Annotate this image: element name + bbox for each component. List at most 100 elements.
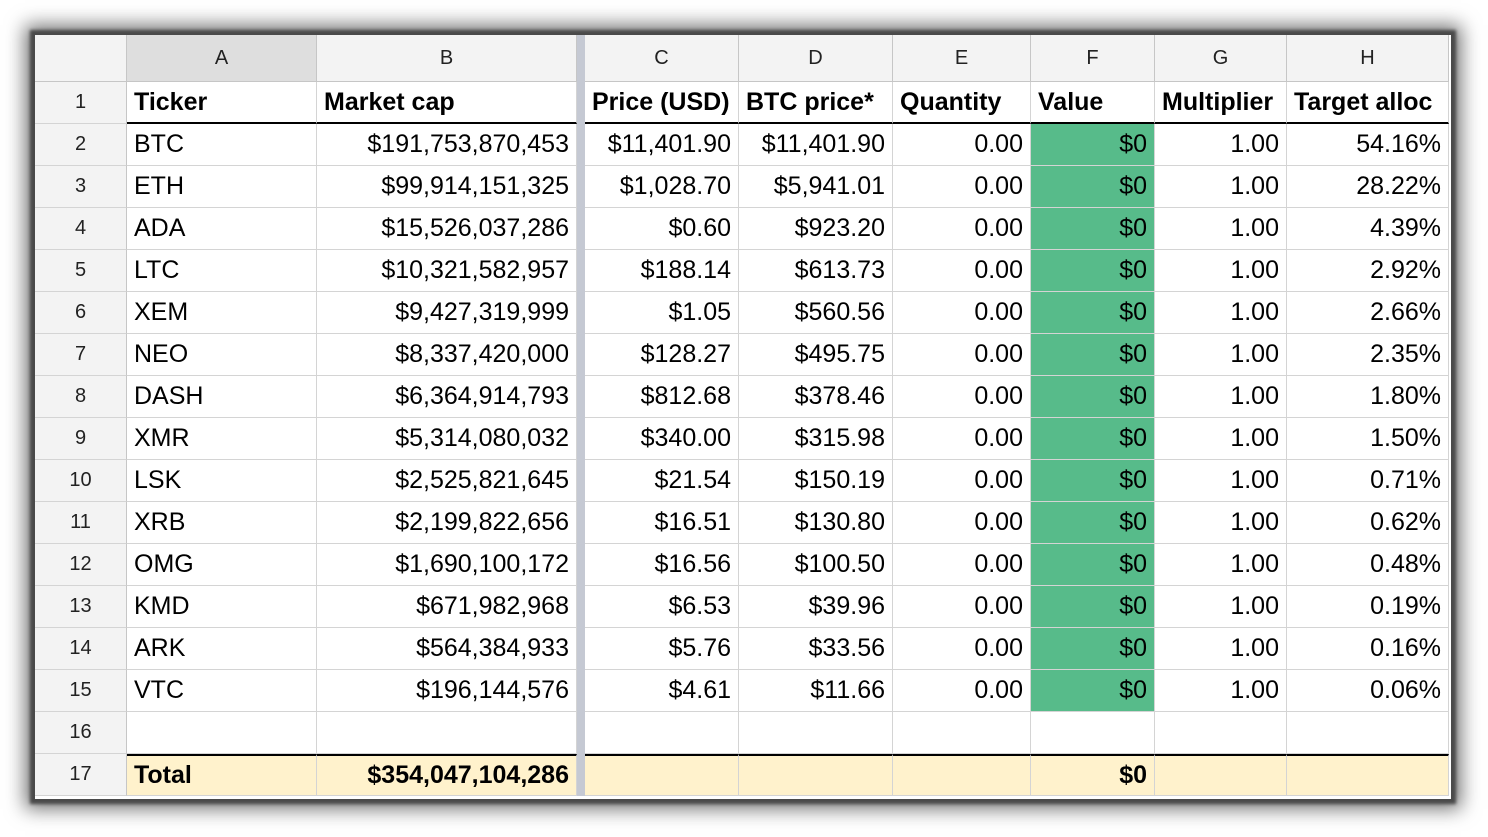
row-header-6[interactable]: 6 [35, 292, 127, 334]
table-cell[interactable]: 0.06% [1287, 670, 1449, 712]
table-cell[interactable]: 2.92% [1287, 250, 1449, 292]
table-cell[interactable]: $188.14 [585, 250, 739, 292]
table-cell[interactable]: $150.19 [739, 460, 893, 502]
table-cell[interactable]: $100.50 [739, 544, 893, 586]
table-cell[interactable]: 1.00 [1155, 376, 1287, 418]
header-cell[interactable]: Price (USD) [585, 82, 739, 124]
total-cell[interactable]: Total [127, 754, 317, 796]
table-cell[interactable]: $0 [1031, 376, 1155, 418]
table-cell[interactable]: $128.27 [585, 334, 739, 376]
column-header-b[interactable]: B [317, 35, 577, 82]
table-cell[interactable]: 0.00 [893, 292, 1031, 334]
table-cell[interactable]: $5,941.01 [739, 166, 893, 208]
total-cell[interactable] [585, 754, 739, 796]
table-cell[interactable]: $11.66 [739, 670, 893, 712]
table-cell[interactable]: $0 [1031, 250, 1155, 292]
column-header-c[interactable]: C [585, 35, 739, 82]
table-cell[interactable] [1031, 712, 1155, 754]
table-cell[interactable]: $923.20 [739, 208, 893, 250]
table-cell[interactable]: $8,337,420,000 [317, 334, 577, 376]
table-cell[interactable]: 0.00 [893, 376, 1031, 418]
total-cell[interactable] [1287, 754, 1449, 796]
table-cell[interactable]: 0.71% [1287, 460, 1449, 502]
table-cell[interactable]: DASH [127, 376, 317, 418]
header-cell[interactable]: Market cap [317, 82, 577, 124]
table-cell[interactable]: $812.68 [585, 376, 739, 418]
table-cell[interactable]: 54.16% [1287, 124, 1449, 166]
table-cell[interactable]: $2,525,821,645 [317, 460, 577, 502]
table-cell[interactable]: 0.19% [1287, 586, 1449, 628]
table-cell[interactable]: 0.00 [893, 544, 1031, 586]
table-cell[interactable] [893, 712, 1031, 754]
table-cell[interactable]: $1.05 [585, 292, 739, 334]
table-cell[interactable]: 4.39% [1287, 208, 1449, 250]
total-cell[interactable] [893, 754, 1031, 796]
row-header-7[interactable]: 7 [35, 334, 127, 376]
table-cell[interactable]: $4.61 [585, 670, 739, 712]
header-cell[interactable]: Value [1031, 82, 1155, 124]
table-cell[interactable] [1287, 712, 1449, 754]
row-header-14[interactable]: 14 [35, 628, 127, 670]
table-cell[interactable]: 1.00 [1155, 166, 1287, 208]
total-cell[interactable] [739, 754, 893, 796]
total-cell[interactable]: $354,047,104,286 [317, 754, 577, 796]
header-cell[interactable]: Quantity [893, 82, 1031, 124]
table-cell[interactable]: 0.00 [893, 628, 1031, 670]
row-header-2[interactable]: 2 [35, 124, 127, 166]
table-cell[interactable]: $11,401.90 [739, 124, 893, 166]
table-cell[interactable]: 28.22% [1287, 166, 1449, 208]
table-cell[interactable] [317, 712, 577, 754]
table-cell[interactable] [739, 712, 893, 754]
header-cell[interactable]: Ticker [127, 82, 317, 124]
table-cell[interactable]: 1.50% [1287, 418, 1449, 460]
table-cell[interactable]: $10,321,582,957 [317, 250, 577, 292]
table-cell[interactable]: 1.00 [1155, 334, 1287, 376]
table-cell[interactable]: $0.60 [585, 208, 739, 250]
table-cell[interactable]: 0.62% [1287, 502, 1449, 544]
table-cell[interactable]: $130.80 [739, 502, 893, 544]
table-cell[interactable]: 0.00 [893, 124, 1031, 166]
row-header-3[interactable]: 3 [35, 166, 127, 208]
table-cell[interactable]: 1.00 [1155, 670, 1287, 712]
table-cell[interactable]: $1,690,100,172 [317, 544, 577, 586]
table-cell[interactable]: $0 [1031, 124, 1155, 166]
table-cell[interactable]: 1.00 [1155, 124, 1287, 166]
row-header-12[interactable]: 12 [35, 544, 127, 586]
table-cell[interactable]: 0.00 [893, 208, 1031, 250]
table-cell[interactable]: 0.00 [893, 586, 1031, 628]
select-all-corner[interactable] [35, 35, 127, 82]
table-cell[interactable]: $315.98 [739, 418, 893, 460]
table-cell[interactable]: $0 [1031, 586, 1155, 628]
frozen-pane-divider[interactable] [577, 35, 585, 82]
table-cell[interactable]: 1.00 [1155, 418, 1287, 460]
table-cell[interactable]: 0.48% [1287, 544, 1449, 586]
table-cell[interactable]: 0.00 [893, 502, 1031, 544]
table-cell[interactable]: $16.56 [585, 544, 739, 586]
table-cell[interactable]: $0 [1031, 502, 1155, 544]
row-header-13[interactable]: 13 [35, 586, 127, 628]
table-cell[interactable]: $6.53 [585, 586, 739, 628]
table-cell[interactable]: $378.46 [739, 376, 893, 418]
table-cell[interactable]: 1.00 [1155, 586, 1287, 628]
header-cell[interactable]: Target alloc [1287, 82, 1449, 124]
table-cell[interactable]: XMR [127, 418, 317, 460]
table-cell[interactable]: $0 [1031, 628, 1155, 670]
column-header-g[interactable]: G [1155, 35, 1287, 82]
table-cell[interactable]: 0.00 [893, 250, 1031, 292]
table-cell[interactable]: KMD [127, 586, 317, 628]
table-cell[interactable]: 0.00 [893, 166, 1031, 208]
table-cell[interactable]: $671,982,968 [317, 586, 577, 628]
table-cell[interactable] [585, 712, 739, 754]
table-cell[interactable]: BTC [127, 124, 317, 166]
table-cell[interactable]: $0 [1031, 544, 1155, 586]
row-header-16[interactable]: 16 [35, 712, 127, 754]
table-cell[interactable]: $495.75 [739, 334, 893, 376]
table-cell[interactable]: $613.73 [739, 250, 893, 292]
table-cell[interactable]: 1.80% [1287, 376, 1449, 418]
row-header-17[interactable]: 17 [35, 754, 127, 796]
table-cell[interactable]: LSK [127, 460, 317, 502]
table-cell[interactable]: 1.00 [1155, 544, 1287, 586]
table-cell[interactable]: $11,401.90 [585, 124, 739, 166]
table-cell[interactable]: $0 [1031, 292, 1155, 334]
header-cell[interactable]: Multiplier [1155, 82, 1287, 124]
